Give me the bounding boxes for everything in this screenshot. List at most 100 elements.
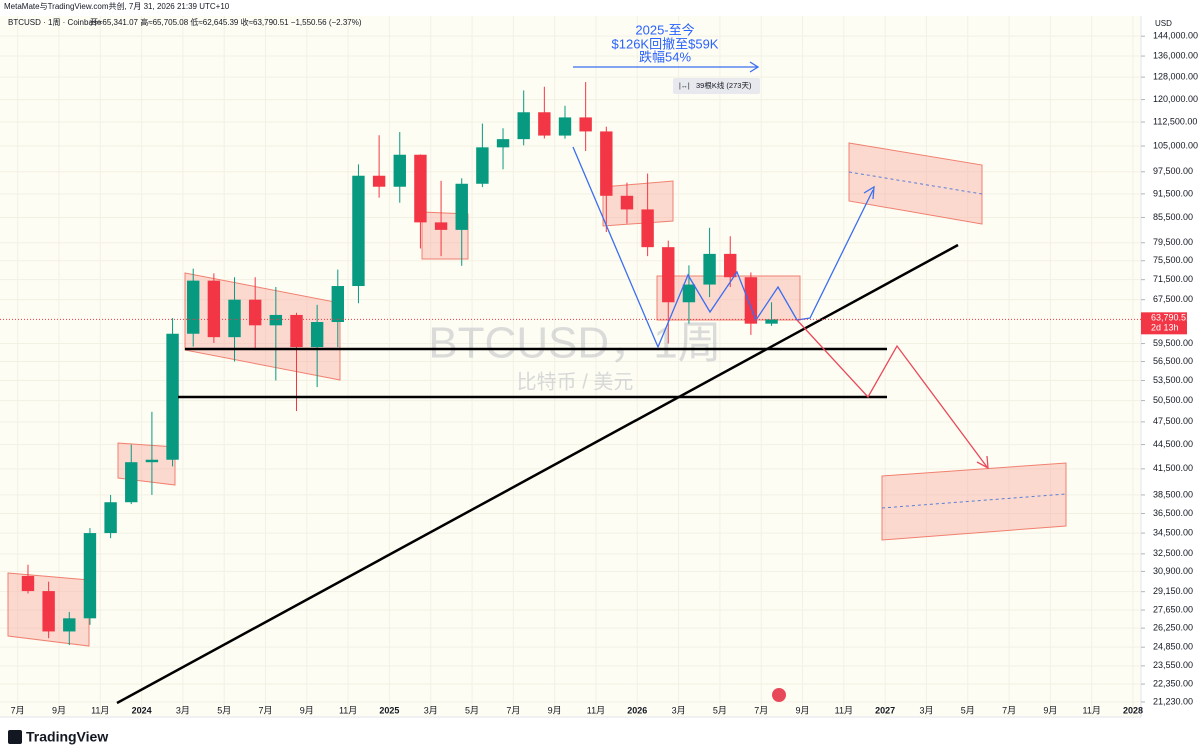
event-icon[interactable]: [772, 688, 786, 702]
y-tick-label: 24,850.00: [1153, 642, 1193, 652]
x-tick-label: 7月: [1002, 705, 1016, 715]
annotation: 跌幅54%: [639, 49, 691, 64]
candle-body: [166, 333, 179, 460]
candle-body: [682, 284, 696, 303]
y-tick-label: 144,000.00: [1153, 31, 1198, 41]
y-tick-label: 38,500.00: [1153, 489, 1193, 499]
candle-body: [414, 154, 427, 223]
info-box: [673, 78, 760, 94]
y-tick-label: 105,000.00: [1153, 140, 1198, 150]
annotation: $126K回撤至$59K: [612, 36, 719, 51]
ohlc-legend: 开≈65,341.07 高≈65,705.08 低≈62,645.39 收≈63…: [90, 17, 362, 27]
countdown-label: 2d 13h: [1151, 323, 1179, 333]
candle-body: [496, 139, 510, 148]
candle-body: [42, 591, 55, 632]
candle-body: [724, 253, 737, 278]
y-tick-label: 85,500.00: [1153, 212, 1193, 222]
x-tick-label: 7月: [506, 705, 520, 715]
candle-body: [352, 175, 365, 287]
x-tick-label: 11月: [835, 705, 853, 715]
x-tick-label: 11月: [91, 705, 109, 715]
y-tick-label: 136,000.00: [1153, 50, 1198, 60]
y-tick-label: 56,500.00: [1153, 356, 1193, 366]
y-tick-label: 97,500.00: [1153, 166, 1193, 176]
zone: [184, 272, 341, 381]
candle-body: [662, 247, 675, 303]
x-tick-label: 5月: [713, 705, 727, 715]
y-tick-label: 50,500.00: [1153, 395, 1193, 405]
x-tick-label: 2025: [379, 705, 399, 715]
x-tick-label: 3月: [672, 705, 686, 715]
logo: TradingView: [26, 729, 108, 745]
y-tick-label: 47,500.00: [1153, 416, 1193, 426]
annotation: 2025-至今: [635, 22, 694, 37]
candle-body: [104, 502, 117, 534]
y-tick-label: 32,500.00: [1153, 548, 1193, 558]
y-tick-label: 67,500.00: [1153, 294, 1193, 304]
arrowhead: [863, 185, 875, 200]
y-tick-label: 53,500.00: [1153, 375, 1193, 385]
candle-body: [310, 322, 324, 348]
y-tick-label: 41,500.00: [1153, 463, 1193, 473]
candle-body: [83, 533, 97, 619]
candle-body: [744, 277, 758, 324]
x-tick-label: 9月: [1043, 705, 1057, 715]
x-tick-label: 3月: [176, 705, 190, 715]
candle-body: [641, 209, 654, 248]
candle-body: [145, 459, 159, 463]
y-tick-label: 21,230.00: [1153, 696, 1193, 706]
y-tick-label: 91,500.00: [1153, 188, 1193, 198]
y-tick-label: 29,150.00: [1153, 586, 1193, 596]
x-tick-label: 7月: [259, 705, 273, 715]
y-unit: USD: [1155, 19, 1172, 28]
watermark-subtitle: 比特币 / 美元: [517, 370, 634, 393]
x-tick-label: 7月: [11, 705, 25, 715]
zone: [602, 180, 674, 227]
candle-body: [21, 575, 35, 592]
arrowhead: [749, 61, 760, 73]
y-tick-label: 34,500.00: [1153, 527, 1193, 537]
y-tick-label: 30,900.00: [1153, 566, 1193, 576]
zone-midline: [848, 171, 983, 195]
y-tick-label: 26,250.00: [1153, 622, 1193, 632]
range-info: 39根K线 (273天): [696, 80, 752, 90]
x-tick-label: 2027: [875, 705, 895, 715]
x-tick-label: 7月: [754, 705, 768, 715]
x-tick-label: 2028: [1123, 705, 1143, 715]
x-tick-label: 5月: [465, 705, 479, 715]
y-tick-label: 59,500.00: [1153, 338, 1193, 348]
y-tick-label: 79,500.00: [1153, 237, 1193, 247]
x-tick-label: 11月: [339, 705, 357, 715]
y-tick-label: 71,500.00: [1153, 274, 1193, 284]
candle-body: [290, 314, 303, 348]
logo-icon: [8, 730, 22, 744]
x-tick-label: 3月: [919, 705, 933, 715]
arrowhead: [976, 455, 989, 470]
x-tick-label: 9月: [300, 705, 314, 715]
y-tick-label: 36,500.00: [1153, 508, 1193, 518]
candle-body: [476, 147, 489, 184]
x-tick-label: 5月: [961, 705, 975, 715]
projection-path: [796, 319, 988, 468]
candles: [21, 82, 778, 646]
credit: MetaMate与TradingView.com共创, 7月 31, 2026 …: [4, 1, 230, 11]
watermark: BTCUSD，1周: [428, 319, 721, 368]
candle-body: [538, 112, 551, 136]
x-tick-label: 11月: [587, 705, 605, 715]
y-tick-label: 44,500.00: [1153, 439, 1193, 449]
candle-body: [620, 195, 634, 210]
candle-body: [455, 183, 468, 230]
candle-body: [703, 253, 716, 285]
y-tick-label: 75,500.00: [1153, 255, 1193, 265]
candle-body: [600, 131, 613, 196]
candle-body: [125, 462, 138, 503]
symbol-title: BTCUSD · 1周 · Coinbase: [8, 18, 102, 27]
y-tick-label: 112,500.00: [1153, 116, 1197, 126]
candle-body: [228, 299, 241, 338]
candle-body: [517, 112, 530, 140]
candle-body: [579, 117, 592, 132]
candle-body: [207, 280, 221, 338]
candle-body: [393, 154, 406, 187]
candle-body: [434, 222, 448, 230]
candle-body: [187, 280, 200, 334]
